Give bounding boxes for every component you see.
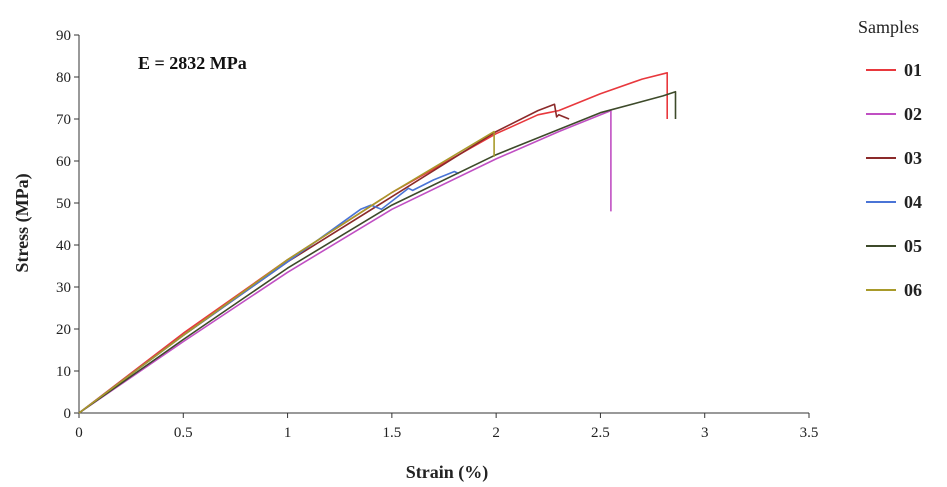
x-tick-label: 2.5: [591, 425, 610, 441]
y-tick-label: 40: [56, 238, 71, 254]
legend-label-06: 06: [904, 280, 922, 300]
x-tick-label: 3: [701, 425, 709, 441]
modulus-annotation: E = 2832 MPa: [138, 53, 247, 73]
y-tick-label: 0: [64, 406, 72, 422]
legend-label-05: 05: [904, 236, 922, 256]
legend-label-03: 03: [904, 148, 922, 168]
y-tick-label: 30: [56, 280, 71, 296]
series-line-06: [78, 130, 495, 414]
y-tick-label: 20: [56, 322, 71, 338]
y-tick-label: 80: [56, 70, 71, 86]
legend: Samples 01 02 03 04 05 06: [858, 17, 922, 300]
x-tick-label: 3.5: [800, 425, 819, 441]
series-line-04: [78, 170, 459, 414]
series-layer: [78, 72, 677, 414]
series-line-05: [78, 90, 677, 414]
x-axis-title: Strain (%): [406, 462, 489, 483]
y-tick-label: 70: [56, 112, 71, 128]
legend-label-02: 02: [904, 104, 922, 124]
y-tick-label: 60: [56, 154, 71, 170]
y-axis-title: Stress (MPa): [12, 173, 33, 272]
series-line-03: [78, 103, 570, 414]
x-tick-label: 0.5: [174, 425, 193, 441]
y-tick-label: 50: [56, 196, 71, 212]
series-line-02: [78, 109, 612, 414]
legend-label-04: 04: [904, 192, 922, 212]
x-tick-label: 0: [75, 425, 83, 441]
legend-label-01: 01: [904, 60, 922, 80]
x-tick-label: 2: [492, 425, 500, 441]
y-tick-label: 90: [56, 28, 71, 44]
x-tick-label: 1: [284, 425, 292, 441]
y-tick-label: 10: [56, 364, 71, 380]
x-tick-label: 1.5: [382, 425, 401, 441]
axes: 0 10 20 30 40 50 60 70 80 90 0 0.5 1 1.5 2 2.5 3 3.5: [56, 28, 818, 441]
legend-title: Samples: [858, 17, 919, 37]
